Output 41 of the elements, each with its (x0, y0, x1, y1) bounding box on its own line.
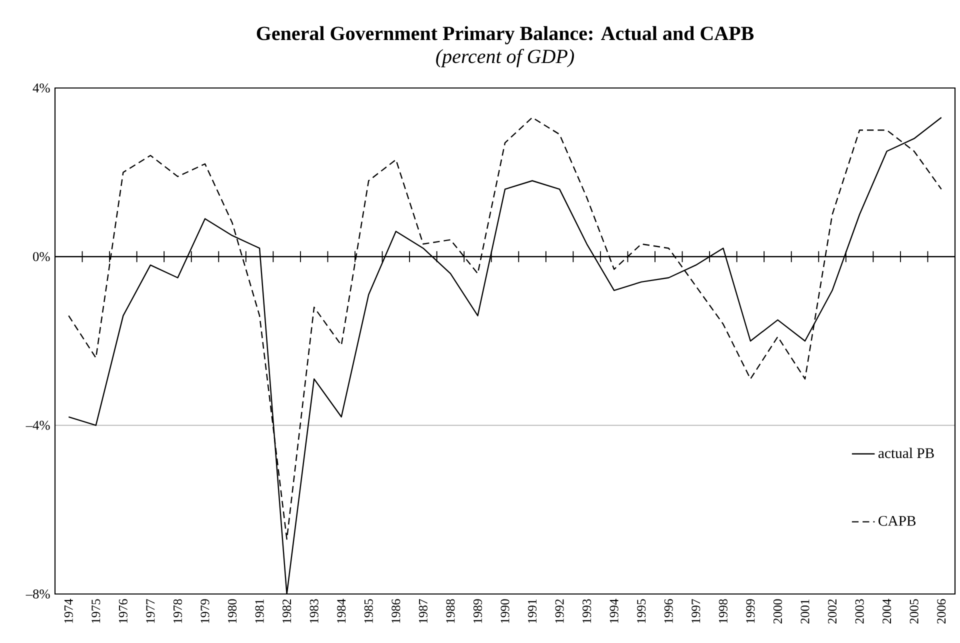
x-tick-label: 1978 (173, 599, 182, 623)
y-tick-label: 0% (33, 252, 50, 262)
x-tick-label: 1995 (637, 599, 646, 623)
x-tick-label: 1999 (746, 599, 755, 623)
chart-subtitle: (percent of GDP) (436, 48, 574, 68)
y-tick-label: 4% (32, 83, 50, 93)
x-tick-label: 1982 (282, 599, 292, 623)
x-tick-label: 1985 (364, 599, 373, 623)
y-tick-label: –8% (26, 589, 50, 599)
legend-label: CAPB (878, 516, 916, 526)
legend-label: actual PB (878, 448, 934, 458)
x-tick-label: 2005 (910, 599, 918, 624)
x-tick-label: 1981 (255, 599, 264, 623)
x-tick-label: 1997 (692, 599, 700, 623)
x-tick-label: 2004 (882, 598, 892, 624)
x-tick-label: 1993 (582, 599, 592, 623)
x-tick-label: 1994 (610, 598, 618, 623)
x-tick-label: 1988 (446, 599, 455, 623)
x-tick-label: 1987 (418, 599, 428, 623)
x-tick-label: 1980 (228, 599, 237, 623)
x-tick-label: 2000 (773, 599, 782, 624)
x-tick-label: 1992 (555, 599, 564, 623)
y-tick-label: –4% (26, 420, 50, 430)
chart-title: General Government Primary Balance: Actual and CAPB (256, 26, 754, 44)
x-tick-label: 1977 (146, 599, 155, 623)
x-tick-label: 1975 (92, 599, 100, 623)
x-tick-label: 2002 (828, 599, 837, 624)
x-tick-label: 1974 (64, 598, 73, 623)
x-tick-label: 1976 (118, 599, 128, 623)
x-tick-label: 1996 (664, 599, 673, 623)
x-tick-label: 1983 (310, 599, 318, 623)
x-tick-label: 2001 (800, 599, 810, 624)
x-tick-label: 1979 (200, 599, 210, 623)
x-tick-label: 1991 (528, 599, 537, 623)
x-tick-label: 2003 (855, 599, 864, 624)
x-tick-label: 1990 (500, 599, 510, 623)
x-tick-label: 1998 (718, 599, 728, 623)
x-tick-label: 1986 (392, 599, 400, 623)
x-tick-label: 1984 (337, 598, 346, 623)
x-tick-label: 2006 (937, 599, 946, 624)
x-tick-label: 1989 (473, 599, 482, 623)
